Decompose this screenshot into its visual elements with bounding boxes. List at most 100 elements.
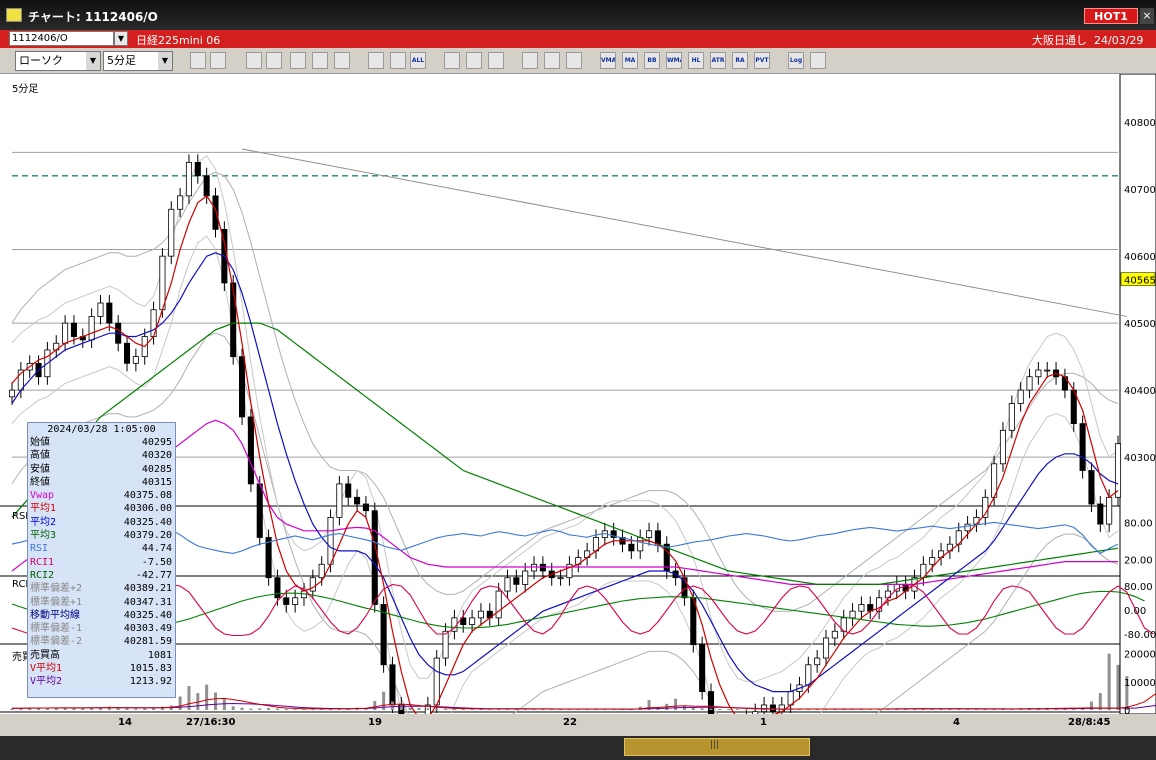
sma-slow-line [11, 322, 1119, 585]
close-button[interactable]: × [1140, 8, 1154, 24]
candle-body [168, 208, 175, 257]
volume-bar [143, 708, 147, 710]
candle-body [354, 496, 361, 505]
log-button[interactable]: Log [788, 52, 804, 69]
candle-body [814, 657, 821, 666]
bar-button[interactable] [390, 52, 406, 69]
info-label: 標準偏差+1 [30, 596, 83, 608]
info-label: RSI [30, 543, 49, 555]
info-row: RCI2 -42.77 [28, 569, 175, 582]
candle-body [707, 691, 715, 726]
info-row: Vwap 40375.08 [28, 489, 175, 502]
x-tick-label: 4 [953, 717, 960, 728]
candle-body [1026, 376, 1033, 391]
tools-button[interactable] [522, 52, 538, 69]
vma-button[interactable]: VMA [600, 52, 616, 69]
info-value: 1081 [147, 649, 172, 661]
candle-body [1097, 503, 1104, 525]
info-row: 標準偏差-1 40303.49 [28, 622, 175, 635]
volume-bar [258, 708, 262, 710]
all-button[interactable]: ALL [410, 52, 426, 69]
interval-select[interactable]: 5分足 ▼ [103, 51, 173, 71]
hot-button[interactable]: HOT1 [1084, 8, 1138, 24]
candle-body [336, 483, 343, 518]
candle-body [247, 416, 254, 485]
compare-button[interactable] [290, 52, 306, 69]
info-value: 1213.92 [129, 676, 172, 688]
wrench-button[interactable] [544, 52, 560, 69]
volume-bar [152, 707, 156, 710]
info-label: 平均1 [30, 503, 57, 515]
chart-type-value: ローソク [19, 54, 63, 67]
info-value: 40375.08 [123, 490, 172, 502]
ma-button[interactable]: MA [622, 52, 638, 69]
candle-body [999, 429, 1007, 465]
bb-button[interactable]: BB [644, 52, 660, 69]
vwap-button[interactable]: WMA [666, 52, 682, 69]
chart-area[interactable]: 40800 40700 40600 40500 40400 40300 40565 80.00… [0, 73, 1156, 760]
candle-body [530, 563, 538, 572]
palette-button[interactable] [566, 52, 582, 69]
price-tick-label: 40600 [1124, 252, 1156, 263]
volume-bar [709, 708, 713, 710]
chart-canvas[interactable]: 40800 40700 40600 40500 40400 40300 40565 80.00… [0, 73, 1156, 760]
info-label: 移動平均線 [30, 609, 80, 621]
volume-bar [815, 709, 819, 710]
x-tick-label: 22 [563, 717, 577, 728]
volume-bar [824, 709, 828, 710]
info-label: 標準偏差-2 [30, 636, 83, 648]
find-chart-button[interactable] [266, 52, 282, 69]
candle-body [274, 577, 281, 599]
volume-bar [1116, 664, 1120, 710]
volume-bar [214, 692, 218, 710]
volume-bar [939, 709, 943, 710]
rsi-panel-title: RSI [12, 511, 29, 522]
candle-body [752, 711, 759, 719]
volume-bar [691, 707, 695, 710]
pen-button[interactable] [444, 52, 460, 69]
export-button[interactable] [810, 52, 826, 69]
info-value: 1015.83 [129, 663, 172, 675]
draw-line-button[interactable] [312, 52, 328, 69]
delete-button[interactable] [334, 52, 350, 69]
crosshair-button[interactable] [210, 52, 226, 69]
search-button[interactable] [190, 52, 206, 69]
rsi-tick-label: 20.00 [1124, 556, 1153, 567]
arrow-button[interactable] [488, 52, 504, 69]
chart-type-select[interactable]: ローソク ▼ [15, 51, 101, 71]
volume-bar [718, 708, 722, 710]
candle-body [265, 537, 272, 579]
info-row: 移動平均線 40325.40 [28, 609, 175, 622]
pvt-button[interactable]: PVT [754, 52, 770, 69]
info-value: 40379.20 [123, 530, 172, 542]
volume-bar [373, 700, 377, 710]
volume-bar [833, 709, 837, 710]
volume-bar [417, 708, 421, 710]
atr-button[interactable]: ATR [710, 52, 726, 69]
x-tick-label: 19 [368, 717, 382, 728]
cursor-button[interactable] [466, 52, 482, 69]
info-row: V平均1 1015.83 [28, 662, 175, 675]
candle-body [929, 557, 936, 565]
candle-button[interactable] [368, 52, 384, 69]
hl-button[interactable]: HL [688, 52, 704, 69]
info-datetime: 2024/03/28 1:05:00 [47, 424, 156, 435]
volume-bar [514, 708, 518, 710]
ra-button[interactable]: RA [732, 52, 748, 69]
candle-body [212, 195, 219, 230]
symbol-dropdown-icon[interactable]: ▼ [114, 31, 128, 46]
time-scrollbar[interactable] [0, 736, 1156, 760]
lower-band-1-line [11, 235, 1119, 760]
volume-bar [435, 708, 439, 710]
volume-bar [160, 706, 164, 710]
session-date: 24/03/29 [1094, 34, 1144, 47]
settings-button[interactable] [246, 52, 262, 69]
info-value: -42.77 [135, 569, 172, 581]
volume-bar [762, 709, 766, 710]
info-value: 40306.00 [123, 503, 172, 515]
candle-body [1008, 403, 1015, 431]
scrollbar-thumb[interactable] [624, 738, 810, 756]
rci2-line [11, 590, 1145, 631]
symbol-code-input[interactable]: 1112406/O [9, 31, 114, 46]
info-row: 標準偏差-2 40281.59 [28, 635, 175, 648]
